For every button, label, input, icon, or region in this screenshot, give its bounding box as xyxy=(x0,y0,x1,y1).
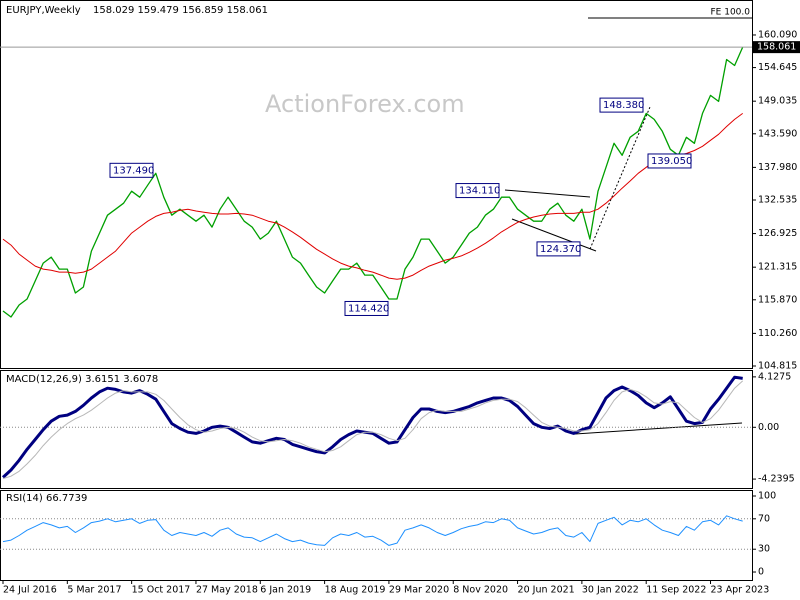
x-tick-label: 15 Oct 2017 xyxy=(132,585,191,596)
x-tick-label: 20 Jun 2021 xyxy=(518,585,575,596)
trend-line xyxy=(511,218,597,252)
y-tick-label: -4.2395 xyxy=(758,474,795,485)
y-tick-label: 154.645 xyxy=(758,62,797,73)
y-tick-label: 104.815 xyxy=(758,360,797,371)
annotation-label: 124.370 xyxy=(540,244,581,255)
series-line xyxy=(2,515,743,546)
y-tick-label: 137.980 xyxy=(758,162,797,173)
annotation-box xyxy=(599,97,644,113)
y-tick-label: 160.090 xyxy=(758,29,797,40)
annotation-box xyxy=(109,162,154,178)
annotation-label: 134.110 xyxy=(459,186,500,197)
x-tick-label: 5 Mar 2017 xyxy=(67,585,121,596)
y-tick-label: 30 xyxy=(758,544,770,555)
fe-label: FE 100.0 xyxy=(711,8,751,18)
current-price-box xyxy=(753,41,800,54)
x-tick-label: 8 Nov 2020 xyxy=(453,585,508,596)
macd-trend-line xyxy=(574,422,743,435)
annotation-label: 139.050 xyxy=(651,156,692,167)
x-tick-label: 18 Aug 2019 xyxy=(325,585,386,596)
x-tick-label: 6 Jan 2019 xyxy=(260,585,311,596)
annotation-box xyxy=(344,300,389,316)
rsi-panel xyxy=(0,490,753,581)
annotation-box xyxy=(536,241,581,257)
y-tick-label: 70 xyxy=(758,513,770,524)
trend-line xyxy=(504,189,591,198)
rsi-title: RSI(14) 66.7739 xyxy=(6,493,87,504)
y-tick-label: 143.590 xyxy=(758,128,797,139)
series-line xyxy=(1,375,743,479)
y-tick-label: 0.00 xyxy=(758,422,779,433)
y-tick-label: 0 xyxy=(758,567,764,578)
annotation-label: 137.490 xyxy=(113,165,154,176)
y-tick-label: 100 xyxy=(758,491,776,502)
current-price-label: 158.061 xyxy=(757,42,796,53)
macd-title: MACD(12,26,9) 3.6151 3.6078 xyxy=(6,374,158,385)
y-tick-label: 110.260 xyxy=(758,328,797,339)
annotation-label: 114.420 xyxy=(348,303,389,314)
y-tick-label: 132.535 xyxy=(758,194,797,205)
annotation-box xyxy=(455,183,500,199)
series-line xyxy=(2,46,744,318)
trend-line xyxy=(589,106,651,250)
y-tick-label: 126.925 xyxy=(758,228,797,239)
ohlc-values: 158.029 159.479 156.859 158.061 xyxy=(93,5,268,16)
x-tick-label: 27 May 2018 xyxy=(196,585,258,596)
series-line xyxy=(2,112,743,280)
series-line xyxy=(2,380,744,480)
x-tick-label: 30 Jan 2022 xyxy=(582,585,639,596)
annotation-box xyxy=(647,153,692,169)
symbol-title: EURJPY,Weekly xyxy=(6,5,81,16)
y-tick-label: 149.035 xyxy=(758,96,797,107)
x-tick-label: 23 Apr 2023 xyxy=(711,585,770,596)
annotation-label: 148.380 xyxy=(603,100,644,111)
x-tick-label: 29 Mar 2020 xyxy=(389,585,449,596)
y-tick-label: 115.870 xyxy=(758,294,797,305)
watermark: ActionForex.com xyxy=(265,90,465,118)
x-tick-label: 11 Sep 2022 xyxy=(646,585,706,596)
x-tick-label: 24 Jul 2016 xyxy=(3,585,57,596)
y-tick-label: 4.1275 xyxy=(758,371,791,382)
y-tick-label: 121.315 xyxy=(758,262,797,273)
